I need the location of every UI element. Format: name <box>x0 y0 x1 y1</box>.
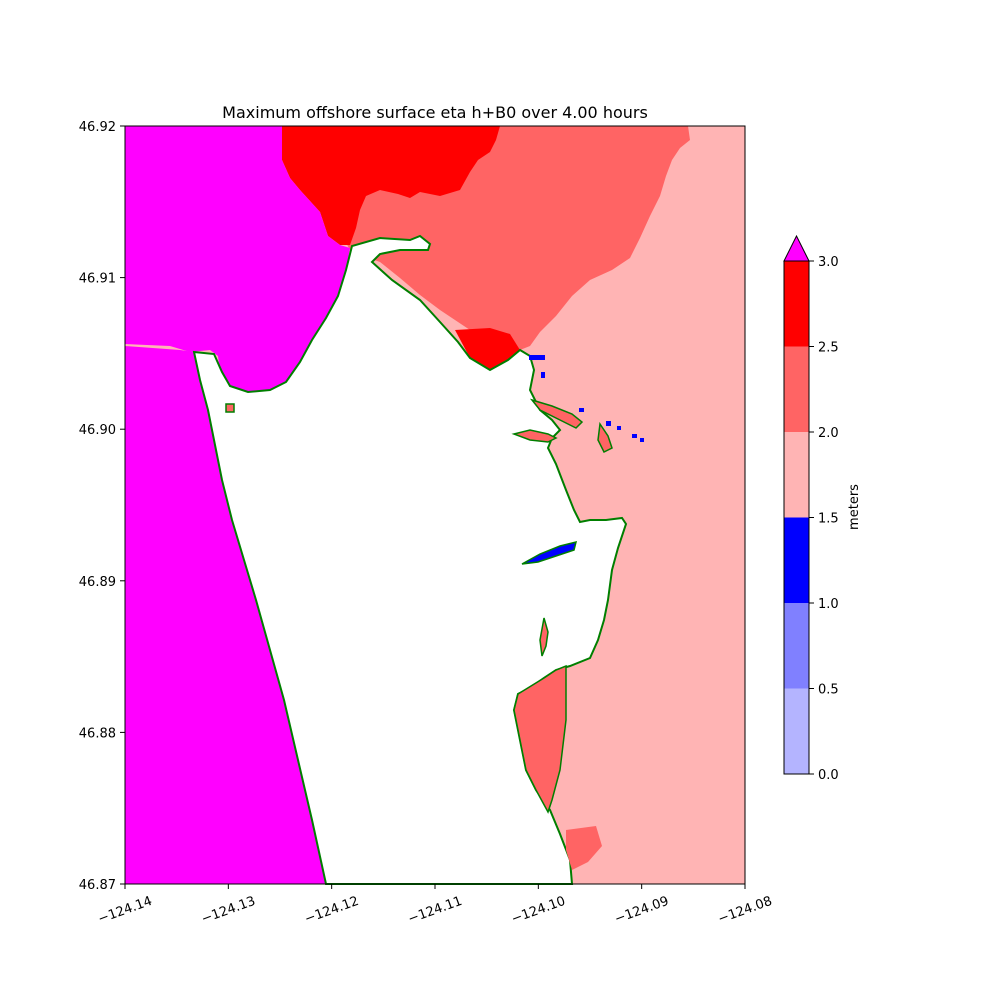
colorbar-tick-label: 0.0 <box>818 768 839 783</box>
colorbar-tick-label: 2.0 <box>818 426 839 441</box>
islet <box>539 617 549 657</box>
colorbar-segment <box>784 432 809 518</box>
plot-area <box>125 126 745 885</box>
region-level-2.0-2.5-tail <box>566 826 602 870</box>
y-tick-label: 46.87 <box>79 878 116 893</box>
x-axis: −124.14 −124.13 −124.12 −124.11 −124.10 −124.… <box>96 884 774 927</box>
colorbar-segment <box>784 346 809 432</box>
region-level-1.0-1.5-patch <box>541 372 545 378</box>
colorbar-tick-label: 3.0 <box>818 255 839 270</box>
region-level-2.0-2.5-south <box>513 664 567 814</box>
x-tick-label: −124.14 <box>96 894 154 927</box>
colorbar-tick-label: 0.5 <box>818 683 839 698</box>
colorbar-segment <box>784 261 809 347</box>
region-level-2.5-3.0-bay-mouth <box>455 328 520 370</box>
x-tick-label: −124.12 <box>303 894 361 927</box>
colorbar-label: meters <box>847 484 862 530</box>
y-axis: 46.87 46.88 46.89 46.90 46.91 46.92 <box>79 120 125 893</box>
chart-title: Maximum offshore surface eta h+B0 over 4… <box>222 103 648 122</box>
colorbar-segment <box>784 603 809 689</box>
colorbar-segment <box>784 688 809 774</box>
region-level-1.0-1.5-patch <box>606 421 611 426</box>
colorbar-tick-label: 1.0 <box>818 597 839 612</box>
region-level-1.0-1.5-patch <box>617 426 621 430</box>
y-tick-label: 46.89 <box>79 575 116 590</box>
x-tick-label: −124.10 <box>509 894 567 927</box>
x-tick-label: −124.11 <box>406 894 464 927</box>
colorbar-tick-label: 2.5 <box>818 341 839 356</box>
region-level-1.0-1.5-patch <box>579 408 584 412</box>
colorbar-extend-arrow <box>783 234 810 262</box>
region-over-3.0-south <box>125 346 326 884</box>
colorbar-segment <box>784 517 809 603</box>
y-tick-label: 46.90 <box>79 423 116 438</box>
region-level-1.0-1.5-patch <box>529 355 545 360</box>
region-over-3.0 <box>125 126 350 392</box>
region-level-1.0-1.5-patch <box>632 434 637 438</box>
x-tick-label: −124.09 <box>613 894 671 927</box>
y-tick-label: 46.91 <box>79 272 116 287</box>
islet <box>225 403 235 413</box>
islet <box>529 398 584 429</box>
x-tick-label: −124.08 <box>716 894 774 927</box>
x-tick-label: −124.13 <box>199 894 257 927</box>
y-tick-label: 46.88 <box>79 726 116 741</box>
y-tick-label: 46.92 <box>79 120 116 135</box>
colorbar-tick-label: 1.5 <box>818 512 839 527</box>
islet <box>511 429 558 443</box>
islet <box>597 421 613 454</box>
region-level-2.5-3.0 <box>282 126 500 245</box>
region-level-1.0-1.5-patch <box>640 438 644 442</box>
colorbar: 0.0 0.5 1.0 1.5 2.0 2.5 3.0 <box>783 234 839 783</box>
region-level-1.0-1.5-shoal <box>521 540 578 565</box>
